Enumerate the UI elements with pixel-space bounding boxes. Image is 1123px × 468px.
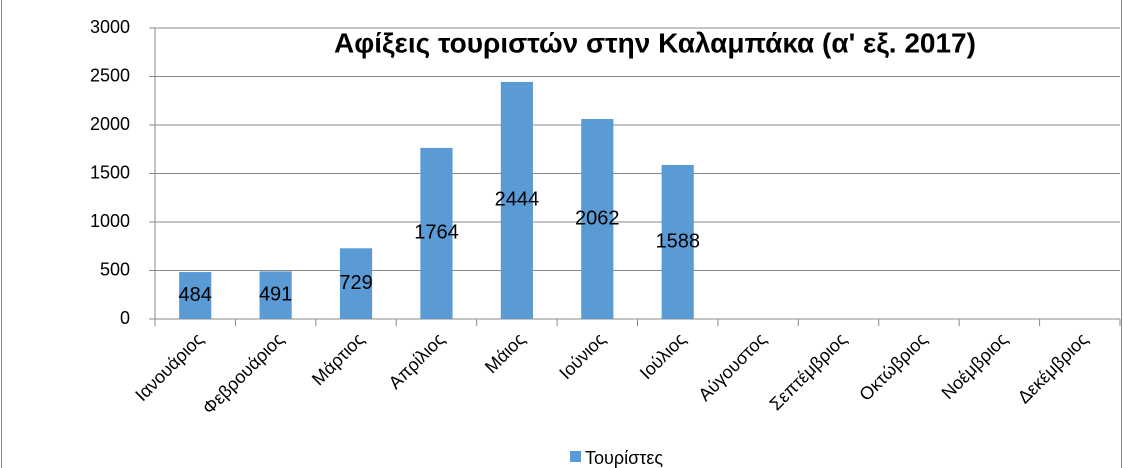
x-tick-label: Σεπτέμβριος: [766, 329, 851, 414]
y-tick-label: 2500: [90, 65, 130, 85]
chart-title: Αφίξεις τουριστών στην Καλαμπάκα (α' εξ.…: [334, 27, 976, 58]
x-tick-label: Απρίλιος: [385, 329, 449, 393]
bar: [581, 118, 614, 320]
data-label: 729: [339, 272, 372, 294]
x-tick-label: Οκτώβριος: [855, 329, 931, 405]
x-tick-label: Φεβρουάριος: [199, 329, 288, 418]
data-label: 1764: [414, 222, 459, 244]
x-tick-label: Μάρτιος: [308, 329, 368, 389]
y-tick-label: 2000: [90, 114, 130, 134]
data-label: 2444: [495, 189, 540, 211]
x-tick-label: Ιανουάριος: [131, 329, 207, 405]
y-tick-label: 1000: [90, 211, 130, 231]
bar: [179, 272, 212, 319]
bar: [339, 248, 373, 319]
x-tick-label: Ιούλιος: [636, 329, 690, 383]
x-tick-label: Δεκέμβριος: [1014, 329, 1093, 408]
data-label: 1588: [655, 230, 700, 252]
y-tick-label: 1500: [90, 162, 130, 182]
bar: [500, 81, 533, 319]
data-label: 491: [259, 283, 292, 305]
bar: [420, 147, 453, 319]
legend-label: Τουρίστες: [585, 448, 663, 468]
y-tick-label: 3000: [90, 17, 130, 37]
data-label: 484: [179, 284, 212, 306]
x-tick-label: Ιούνιος: [555, 329, 609, 383]
bar: [661, 164, 694, 319]
y-tick-label: 500: [100, 259, 130, 279]
x-tick-label: Αύγουστος: [694, 329, 770, 405]
x-tick-label: Μάιος: [481, 329, 529, 377]
data-label: 2062: [575, 207, 620, 229]
bar: [259, 271, 292, 319]
x-tick-label: Νοέμβριος: [938, 329, 1012, 403]
legend-swatch: [570, 451, 581, 462]
y-tick-label: 0: [120, 308, 130, 328]
